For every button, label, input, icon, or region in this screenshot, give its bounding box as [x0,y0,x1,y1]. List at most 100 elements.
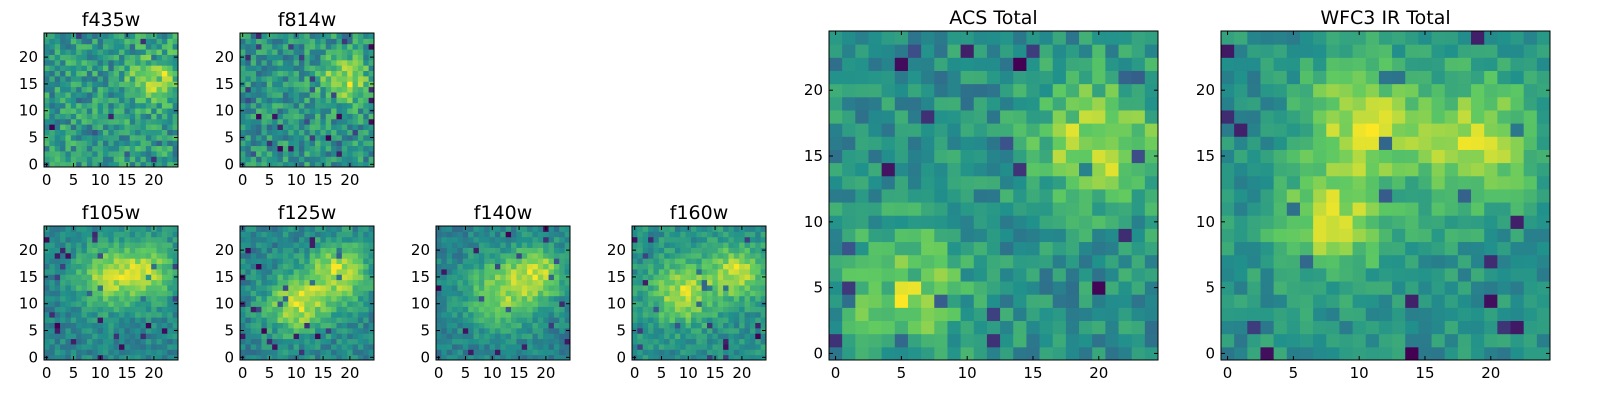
heatmap-cell [1052,320,1067,335]
heatmap-cell [304,327,311,334]
heatmap-cell [60,349,66,356]
heatmap-cell [140,322,147,329]
heatmap-cell [97,274,104,281]
heatmap-cell [44,322,50,329]
heatmap-cell [347,279,354,286]
heatmap-cell [293,274,300,281]
heatmap-cell [325,113,332,120]
heatmap-cell [521,252,528,259]
heatmap-cell [658,333,665,340]
heatmap-cell [65,252,72,259]
heatmap-cell [712,322,719,329]
heatmap-cell [240,97,246,104]
heatmap-cell [172,349,179,356]
heatmap-cell [717,258,724,265]
heatmap-cell [161,91,168,98]
heatmap-cell [648,231,654,238]
heatmap-cell [907,320,922,335]
heatmap-cell [70,333,77,340]
heatmap-cell [532,252,539,259]
heatmap-cell [70,306,77,313]
heatmap-cell [86,268,93,275]
heatmap-cell [537,242,544,248]
heatmap-cell [293,279,300,286]
heatmap-cell [1378,294,1393,308]
heatmap-cell [172,118,179,125]
heatmap-cell [363,274,370,281]
heatmap-cell [65,97,72,104]
heatmap-cell [352,295,359,302]
heatmap-cell [245,301,252,307]
heatmap-cell [135,113,141,120]
heatmap-cell [701,354,708,361]
heatmap-cell [282,129,289,136]
heatmap-cell [108,65,115,72]
heatmap-cell [690,279,697,286]
heatmap-cell [250,263,257,270]
heatmap-cell [320,268,327,275]
heatmap-cell [298,279,305,286]
heatmap-cell [1118,281,1133,295]
heatmap-cell [658,322,665,329]
heatmap-cell [167,124,174,130]
heatmap-cell [1000,57,1014,71]
heatmap-cell [341,59,348,66]
heatmap-cell [363,124,370,130]
heatmap-cell [468,258,475,265]
heatmap-cell [505,274,512,281]
heatmap-cell [457,231,464,238]
heatmap-cell [1418,281,1433,295]
heatmap-cell [947,254,962,269]
heatmap-cell [723,301,729,307]
heatmap-cell [723,247,729,254]
panel-title: ACS Total [949,7,1037,29]
heatmap-cell [934,57,948,71]
heatmap-cell [156,161,163,168]
heatmap-cell [65,258,72,265]
heatmap-cell [632,311,638,318]
heatmap-cell [92,247,99,254]
heatmap-cell [315,295,321,302]
heatmap-cell [108,124,115,130]
heatmap-cell [60,263,66,270]
heatmap-cell [167,279,174,286]
heatmap-cell [277,118,284,125]
heatmap-cell [733,274,740,281]
heatmap-cell [161,317,168,323]
heatmap-cell [49,231,56,238]
heatmap-cell [642,252,649,259]
heatmap-cell [543,290,550,297]
heatmap-cell [500,279,507,286]
heatmap-cell [1144,136,1159,150]
heatmap-cell [145,150,152,157]
heatmap-cell [129,317,136,323]
heatmap-cell [325,226,332,232]
heatmap-cell [304,75,311,82]
heatmap-cell [532,295,539,302]
heatmap-cell [113,156,120,163]
heatmap-cell [363,349,370,356]
heatmap-cell [1079,307,1093,322]
heatmap-cell [511,247,517,254]
heatmap-cell [548,231,555,238]
heatmap-cell [256,102,262,109]
heatmap-cell [749,274,756,281]
heatmap-cell [304,108,311,114]
heatmap-cell [543,349,550,356]
heatmap-cell [368,317,375,323]
heatmap-cell [553,268,560,275]
heatmap-cell [1260,254,1275,269]
heatmap-cell [113,86,120,93]
heatmap-cell [102,70,109,77]
heatmap-cell [637,231,644,238]
heatmap-cell [86,236,93,243]
x-tick-label: 15 [314,171,333,189]
heatmap-cell [739,242,746,248]
heatmap-cell [135,247,141,254]
heatmap-cell [70,290,77,297]
heatmap-cell [553,252,560,259]
heatmap-cell [1286,228,1301,243]
heatmap-cell [658,242,665,248]
heatmap-cell [357,113,364,120]
heatmap-cell [559,317,566,323]
